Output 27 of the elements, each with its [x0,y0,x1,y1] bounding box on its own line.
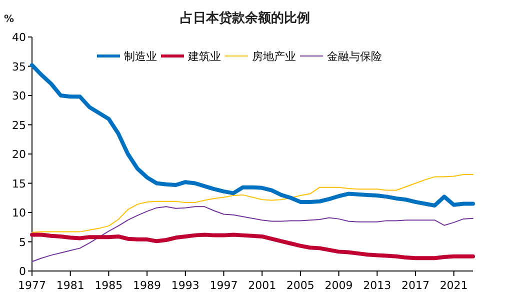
legend-label: 建筑业 [187,50,221,63]
x-tick-label: 2013 [363,279,392,292]
legend-label: 制造业 [124,50,157,63]
x-tick-label: 1985 [94,279,123,292]
y-axis-title: % [4,14,14,25]
x-tick-label: 2001 [248,279,276,292]
y-tick-label: 35 [12,60,26,74]
y-tick-label: 5 [19,236,26,249]
legend-label: 金融与保险 [327,50,382,63]
x-tick-label: 1981 [56,279,84,292]
x-tick-label: 1977 [18,279,46,292]
x-tick-label: 2017 [401,279,430,292]
x-tick-label: 1997 [210,279,238,292]
y-tick-label: 0 [19,265,26,278]
x-tick-label: 2009 [324,279,353,292]
y-tick-label: 10 [12,206,26,220]
y-tick-label: 20 [12,148,26,161]
legend-label: 房地产业 [252,50,296,63]
x-tick-label: 1989 [133,279,162,292]
x-tick-label: 2005 [286,279,314,292]
y-tick-label: 40 [12,31,26,44]
y-tick-label: 30 [12,90,26,102]
y-tick-label: 25 [12,118,26,132]
x-tick-label: 2021 [440,279,468,292]
x-tick-label: 1993 [171,279,200,292]
chart-title: 占日本贷款余额的比例 [180,10,310,26]
y-tick-label: 15 [12,177,26,190]
